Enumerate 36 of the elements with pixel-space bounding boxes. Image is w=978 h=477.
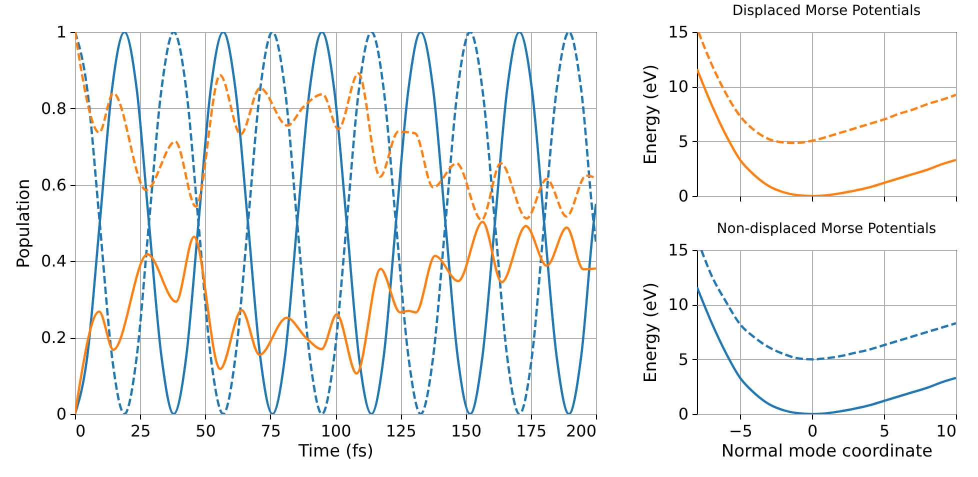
y-tick-label: 0	[678, 186, 688, 206]
x-tick-label: 25	[130, 422, 151, 440]
line-series	[75, 32, 596, 414]
y-axis-title: Population	[14, 178, 34, 268]
y-tick-label: 0.4	[41, 252, 66, 271]
y-tick-label: 10	[668, 295, 688, 314]
y-tick-label: 0	[56, 404, 66, 424]
x-tick-label: −5	[728, 422, 752, 440]
x-tick-label: 200	[566, 422, 596, 440]
y-tick-label: 10	[668, 77, 688, 96]
y-tick-label: 0.8	[41, 98, 66, 118]
y-axis-title: Energy (eV)	[641, 282, 662, 383]
y-tick-label: 5	[678, 132, 688, 151]
y-tick-label: 5	[678, 350, 688, 369]
x-tick-label: 10	[936, 422, 956, 440]
chart-title: Non-displaced Morse Potentials	[716, 221, 936, 237]
y-axis-title: Energy (eV)	[641, 64, 662, 165]
line-series	[700, 250, 956, 360]
x-tick-label: 150	[450, 422, 482, 440]
x-tick-label: 5	[879, 422, 890, 440]
x-tick-label: 175	[516, 422, 547, 440]
x-tick-label: 100	[320, 422, 352, 440]
y-tick-label: 0	[678, 404, 688, 424]
y-tick-label: 1	[56, 22, 66, 42]
x-tick-label: 0	[808, 422, 818, 440]
chart-title: Displaced Morse Potentials	[732, 3, 921, 19]
y-tick-label: 0.6	[41, 175, 66, 194]
y-tick-label: 15	[668, 22, 688, 42]
x-tick-label: 125	[386, 422, 416, 440]
x-tick-label: 75	[260, 422, 282, 440]
y-tick-label: 0.2	[41, 328, 66, 348]
x-axis-title: Normal mode coordinate	[721, 442, 933, 462]
x-axis-title: Time (fs)	[297, 442, 374, 462]
y-tick-label: 15	[668, 240, 688, 260]
x-tick-label: 0	[76, 422, 86, 440]
x-tick-label: 50	[196, 422, 216, 440]
